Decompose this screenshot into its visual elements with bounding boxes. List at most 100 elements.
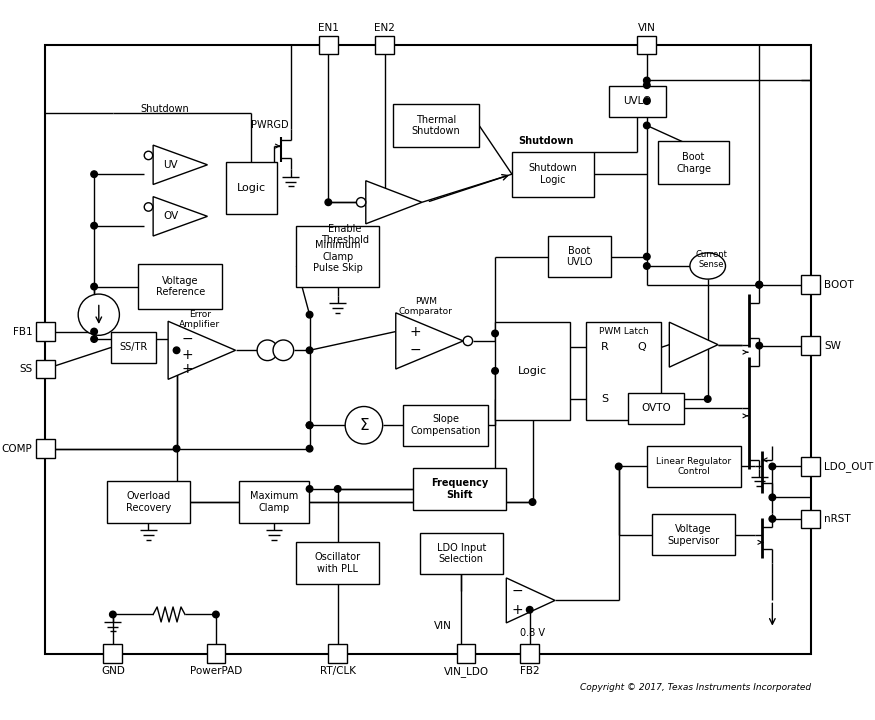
Circle shape	[334, 486, 341, 492]
Circle shape	[492, 368, 499, 374]
Bar	[609, 86, 666, 117]
Bar	[586, 322, 661, 420]
Circle shape	[643, 98, 650, 104]
Bar	[297, 542, 379, 583]
Bar	[548, 236, 612, 277]
Circle shape	[306, 347, 313, 354]
Polygon shape	[153, 197, 207, 236]
Text: Frequency
Shift: Frequency Shift	[430, 478, 488, 500]
Circle shape	[273, 340, 294, 361]
Bar	[375, 35, 394, 54]
Circle shape	[173, 347, 180, 354]
Bar	[638, 35, 656, 54]
Text: Threshold: Threshold	[321, 235, 369, 245]
Text: VIN: VIN	[638, 23, 655, 32]
Bar	[328, 644, 347, 663]
Text: nRST: nRST	[824, 514, 850, 524]
Text: OVTO: OVTO	[641, 403, 671, 413]
Text: +: +	[512, 603, 523, 617]
Circle shape	[306, 312, 313, 318]
Text: BOOT: BOOT	[824, 279, 854, 289]
Text: Boot
Charge: Boot Charge	[676, 152, 711, 174]
Bar	[103, 644, 123, 663]
Circle shape	[325, 199, 332, 205]
Circle shape	[345, 407, 382, 444]
Bar	[628, 393, 684, 424]
Text: Thermal
Shutdown: Thermal Shutdown	[411, 114, 460, 136]
Text: COMP: COMP	[2, 444, 32, 454]
Text: −: −	[182, 332, 193, 346]
Circle shape	[492, 330, 499, 337]
Circle shape	[756, 342, 762, 349]
Circle shape	[643, 82, 650, 89]
Text: 0.8 V: 0.8 V	[520, 629, 545, 638]
Bar	[802, 510, 820, 528]
Polygon shape	[396, 312, 463, 369]
Circle shape	[463, 336, 472, 346]
Bar	[297, 226, 379, 287]
Text: PowerPAD: PowerPAD	[190, 666, 242, 676]
Text: Voltage
Reference: Voltage Reference	[156, 276, 205, 297]
Text: Sense: Sense	[699, 260, 724, 269]
Text: GND: GND	[101, 666, 125, 676]
Text: Shutdown: Shutdown	[518, 136, 573, 146]
Text: PWRGD: PWRGD	[251, 120, 289, 130]
Text: Overload
Recovery: Overload Recovery	[126, 491, 172, 513]
Bar	[36, 360, 55, 379]
Text: Current: Current	[696, 251, 727, 259]
Text: UVLO: UVLO	[623, 96, 652, 106]
Text: LDO Input
Selection: LDO Input Selection	[437, 543, 486, 564]
Circle shape	[527, 606, 533, 613]
Text: FB1: FB1	[12, 327, 32, 336]
Circle shape	[91, 283, 97, 290]
Bar	[521, 644, 539, 663]
Circle shape	[173, 446, 180, 452]
Circle shape	[91, 328, 97, 335]
Text: −: −	[512, 584, 523, 598]
Bar	[206, 644, 225, 663]
Bar	[647, 446, 740, 487]
Text: Error: Error	[189, 310, 211, 319]
Circle shape	[213, 611, 219, 618]
Text: Oscillator
with PLL: Oscillator with PLL	[315, 552, 360, 574]
Text: −: −	[410, 343, 421, 357]
Bar	[802, 275, 820, 294]
Text: +: +	[410, 325, 421, 338]
Text: Logic: Logic	[237, 183, 266, 193]
Bar	[36, 439, 55, 458]
Text: Slope
Compensation: Slope Compensation	[410, 415, 480, 436]
Text: Logic: Logic	[518, 366, 547, 376]
Bar	[653, 514, 735, 555]
Text: Shutdown
Logic: Shutdown Logic	[528, 163, 578, 185]
Text: VIN: VIN	[434, 621, 452, 631]
Text: Boot
UVLO: Boot UVLO	[566, 246, 592, 267]
Bar	[802, 336, 820, 355]
Text: Voltage
Supervisor: Voltage Supervisor	[668, 524, 720, 546]
Circle shape	[615, 463, 622, 469]
Bar	[495, 322, 570, 420]
Text: RT/CLK: RT/CLK	[319, 666, 355, 676]
Circle shape	[306, 422, 313, 428]
Text: Enable: Enable	[328, 223, 362, 233]
Text: Linear Regulator
Control: Linear Regulator Control	[656, 456, 732, 476]
Text: LDO_OUT: LDO_OUT	[824, 461, 873, 472]
Circle shape	[756, 282, 762, 288]
Text: Q: Q	[638, 343, 647, 353]
Polygon shape	[168, 321, 235, 379]
Text: EN2: EN2	[374, 23, 395, 32]
Circle shape	[643, 122, 650, 129]
Text: +: +	[182, 348, 193, 362]
Text: SS: SS	[19, 364, 32, 374]
Circle shape	[144, 151, 152, 160]
Circle shape	[109, 611, 116, 618]
Bar	[658, 141, 729, 184]
Text: PWM Latch: PWM Latch	[598, 327, 648, 336]
Text: S: S	[601, 394, 608, 404]
Circle shape	[257, 340, 277, 361]
Text: SW: SW	[824, 341, 841, 351]
Text: Copyright © 2017, Texas Instruments Incorporated: Copyright © 2017, Texas Instruments Inco…	[579, 683, 811, 692]
Text: Shutdown: Shutdown	[140, 104, 189, 114]
Polygon shape	[153, 145, 207, 184]
Circle shape	[306, 422, 313, 428]
Circle shape	[78, 294, 119, 336]
